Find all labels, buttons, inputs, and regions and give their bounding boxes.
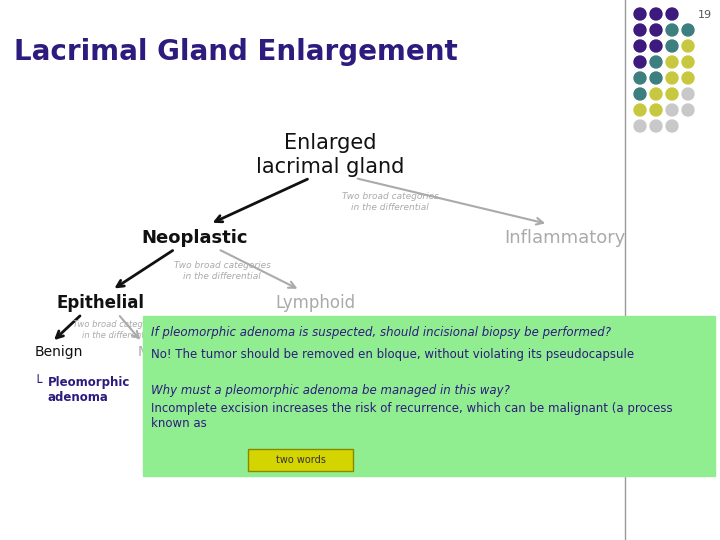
Circle shape (650, 120, 662, 132)
Circle shape (682, 104, 694, 116)
Circle shape (650, 56, 662, 68)
Circle shape (634, 40, 646, 52)
Circle shape (682, 88, 694, 100)
FancyBboxPatch shape (248, 449, 353, 471)
Text: Lacrimal Gland Enlargement: Lacrimal Gland Enlargement (14, 38, 458, 66)
Text: Neoplastic: Neoplastic (142, 229, 248, 247)
Text: Benign: Benign (35, 345, 84, 359)
Circle shape (682, 40, 694, 52)
Text: Pleomorphic
adenoma: Pleomorphic adenoma (48, 376, 130, 404)
Circle shape (634, 72, 646, 84)
Circle shape (666, 56, 678, 68)
Circle shape (682, 72, 694, 84)
Circle shape (682, 56, 694, 68)
Text: Two broad categories
in the differential: Two broad categories in the differential (73, 320, 163, 340)
Circle shape (666, 120, 678, 132)
Text: Lymphoid: Lymphoid (275, 294, 355, 312)
Circle shape (650, 8, 662, 20)
Circle shape (650, 40, 662, 52)
Text: If pleomorphic adenoma is suspected, should incisional biopsy be performed?: If pleomorphic adenoma is suspected, sho… (151, 326, 611, 339)
Circle shape (650, 72, 662, 84)
Text: Epithelial: Epithelial (56, 294, 144, 312)
Text: M: M (138, 345, 150, 359)
Circle shape (682, 24, 694, 36)
Circle shape (650, 24, 662, 36)
Circle shape (634, 8, 646, 20)
FancyBboxPatch shape (143, 316, 715, 476)
Text: Enlarged
lacrimal gland: Enlarged lacrimal gland (256, 133, 404, 177)
Circle shape (634, 104, 646, 116)
Circle shape (634, 88, 646, 100)
Circle shape (666, 8, 678, 20)
Text: Two broad categories
in the differential: Two broad categories in the differential (174, 261, 271, 281)
Circle shape (634, 24, 646, 36)
Text: No! The tumor should be removed en bloque, without violating its pseudocapsule: No! The tumor should be removed en bloqu… (151, 348, 634, 361)
Text: Two broad categories
in the differential: Two broad categories in the differential (341, 192, 438, 212)
Text: └: └ (33, 376, 41, 390)
Circle shape (634, 56, 646, 68)
Circle shape (666, 40, 678, 52)
Text: Incomplete excision increases the risk of recurrence, which can be malignant (a : Incomplete excision increases the risk o… (151, 402, 672, 430)
Circle shape (634, 120, 646, 132)
Circle shape (650, 104, 662, 116)
Circle shape (666, 24, 678, 36)
Circle shape (666, 104, 678, 116)
Text: Inflammatory: Inflammatory (504, 229, 626, 247)
Circle shape (650, 88, 662, 100)
Circle shape (666, 72, 678, 84)
Text: 19: 19 (698, 10, 712, 20)
Text: two words: two words (276, 455, 325, 465)
Circle shape (666, 88, 678, 100)
Text: Why must a pleomorphic adenoma be managed in this way?: Why must a pleomorphic adenoma be manage… (151, 384, 510, 397)
